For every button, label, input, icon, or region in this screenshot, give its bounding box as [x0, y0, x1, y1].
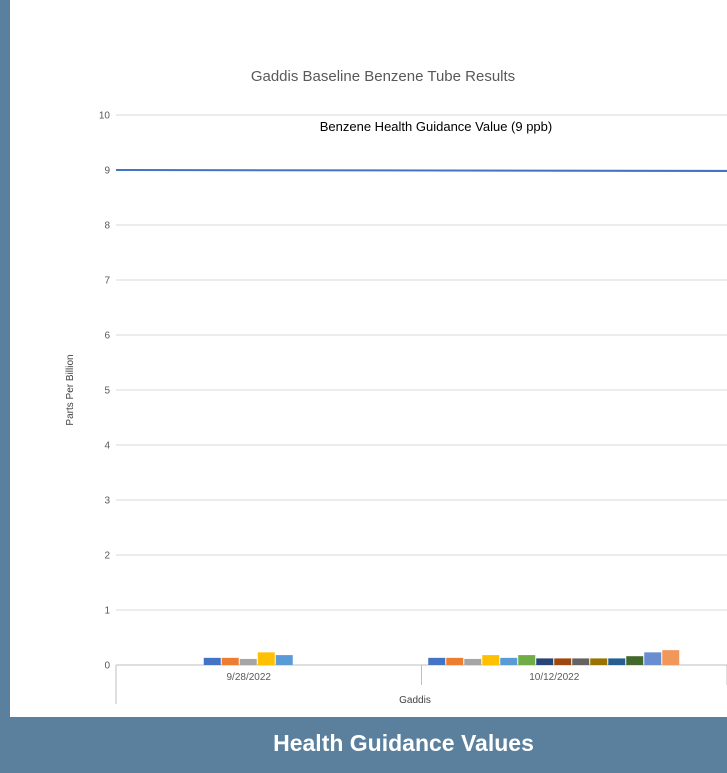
bar: [257, 652, 275, 665]
y-tick-label: 7: [104, 276, 110, 287]
y-tick-label: 0: [104, 661, 110, 672]
bar: [518, 655, 536, 665]
y-tick-label: 10: [99, 111, 111, 122]
bar: [554, 658, 572, 665]
bar: [644, 652, 662, 665]
bar: [428, 657, 446, 665]
reference-line-label: Benzene Health Guidance Value (9 ppb): [320, 119, 552, 134]
y-tick-label: 6: [104, 331, 110, 342]
gridlines: [116, 114, 727, 666]
bar: [500, 657, 518, 665]
bar: [572, 658, 590, 665]
y-tick-label: 3: [104, 496, 110, 507]
y-tick-label: 4: [104, 441, 110, 452]
bar-chart: Gaddis Baseline Benzene Tube Results 0 1 2…: [65, 68, 727, 706]
bar: [446, 657, 464, 665]
bar: [536, 658, 554, 665]
y-axis-label: Parts Per Billion: [65, 354, 76, 425]
y-tick-label: 1: [104, 606, 110, 617]
bars: [203, 650, 680, 665]
y-tick-label: 8: [104, 221, 110, 232]
y-tick-label: 5: [104, 386, 110, 397]
bar: [203, 657, 221, 665]
bar: [626, 656, 644, 665]
x-tick-label: 10/12/2022: [529, 672, 579, 683]
reference-line: [115, 169, 727, 172]
health-guidance-caption: Health Guidance Values: [273, 730, 534, 756]
bar: [221, 657, 239, 665]
y-tick-label: 9: [104, 166, 110, 177]
chart-panel: Gaddis Baseline Benzene Tube Results 0 1 2…: [10, 0, 727, 717]
y-tick-labels: 0 1 2 3 4 5 6 7 8 9 10: [99, 111, 111, 672]
chart-title: Gaddis Baseline Benzene Tube Results: [251, 68, 515, 85]
bar: [464, 658, 482, 665]
bar: [239, 658, 257, 665]
x-axis-label: Gaddis: [399, 695, 431, 706]
bar: [275, 655, 293, 665]
y-tick-label: 2: [104, 551, 110, 562]
x-tick-label: 9/28/2022: [227, 672, 272, 683]
bar: [608, 658, 626, 665]
bar: [662, 650, 680, 665]
bar: [482, 655, 500, 665]
bar: [590, 658, 608, 665]
